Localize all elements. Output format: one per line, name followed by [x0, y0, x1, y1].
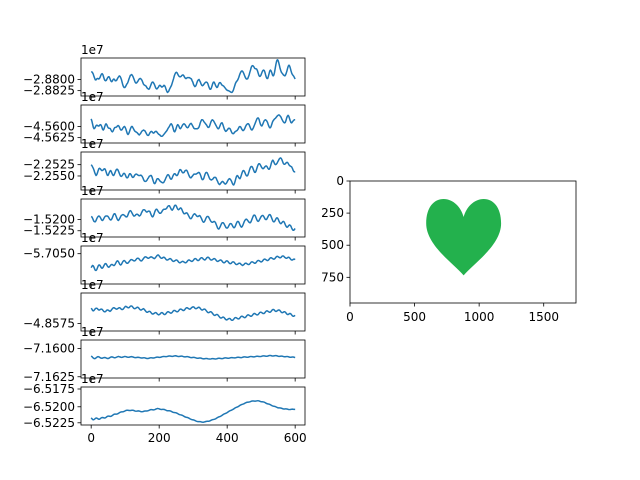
offset-text: 1e7 — [81, 231, 104, 245]
heart-y-tick-label: 250 — [321, 206, 344, 220]
stacked-line-panels: −2.8800−2.88251e7−4.5600−4.56251e7−2.252… — [23, 43, 307, 445]
panel-frame — [80, 339, 306, 379]
offset-text: 1e7 — [81, 43, 104, 57]
y-tick-label: −1.5225 — [23, 224, 75, 238]
y-tick-label: −5.7050 — [23, 247, 75, 261]
x-tick-label: 600 — [284, 431, 307, 445]
offset-text: 1e7 — [81, 278, 104, 292]
heart-y-tick-label: 0 — [336, 174, 344, 188]
line-panel-8: −6.5175 −6.5200 −6.5225 1e7 0 200 400 600 — [23, 372, 307, 445]
offset-text: 1e7 — [81, 325, 104, 339]
line-panel-4: −1.5200−1.5225 1e7 — [23, 184, 306, 241]
line-panel-5: −5.7050 1e7 — [23, 231, 306, 288]
y-tick-label: −2.8800 — [23, 72, 75, 86]
heart-x-tick-label: 1000 — [464, 310, 495, 324]
series-line — [90, 204, 296, 232]
series-line — [90, 254, 296, 272]
heart-x-tick-label: 500 — [403, 310, 426, 324]
line-panel-3: −2.2525−2.2550 1e7 — [23, 137, 306, 194]
offset-text: 1e7 — [81, 372, 104, 386]
heart-image-panel: 0 500 1000 1500 0 250 500 750 — [321, 174, 577, 324]
y-tick-label: −1.5200 — [23, 213, 75, 227]
panel-frame — [80, 104, 306, 144]
series-line — [90, 354, 296, 360]
heart-x-tick-label: 1500 — [528, 310, 559, 324]
line-panel-2: −4.5600−4.5625 1e7 — [23, 90, 306, 147]
y-tick-label: −6.5200 — [23, 400, 75, 414]
heart-shape — [426, 198, 502, 276]
panel-frame — [80, 386, 306, 426]
heart-panel-frame — [349, 180, 577, 304]
y-tick-label: −2.8825 — [23, 84, 75, 98]
y-tick-label: −4.8575 — [23, 316, 75, 330]
line-panel-7: −7.1600 −7.1625 1e7 — [23, 325, 306, 384]
heart-x-tick-label: 0 — [346, 310, 354, 324]
heart-y-tick-label: 500 — [321, 238, 344, 252]
line-panel-6: −4.8575 1e7 — [23, 278, 306, 335]
panel-frame — [80, 198, 306, 238]
x-tick-label: 0 — [87, 431, 95, 445]
panel-frame — [80, 57, 306, 97]
series-line — [91, 59, 296, 94]
y-tick-label: −4.5600 — [23, 119, 75, 133]
panel-frame — [80, 245, 306, 285]
series-line — [90, 157, 296, 186]
y-tick-label: −6.5225 — [23, 416, 75, 430]
offset-text: 1e7 — [81, 184, 104, 198]
series-line — [90, 305, 296, 322]
offset-text: 1e7 — [81, 137, 104, 151]
series-line — [90, 114, 296, 138]
heart-y-tick-label: 750 — [321, 270, 344, 284]
x-tick-label: 400 — [216, 431, 239, 445]
y-tick-label: −7.1625 — [23, 370, 75, 384]
y-tick-label: −7.1600 — [23, 341, 75, 355]
y-tick-label: −6.5175 — [23, 382, 75, 396]
x-tick-label: 200 — [148, 431, 171, 445]
offset-text: 1e7 — [81, 90, 104, 104]
panel-frame — [80, 151, 306, 191]
panel-frame — [80, 292, 306, 332]
line-panel-1: −2.8800−2.8825 1e7 — [23, 43, 306, 100]
series-line — [90, 399, 296, 423]
y-tick-label: −2.2550 — [23, 169, 75, 183]
y-tick-label: −4.5625 — [23, 131, 75, 145]
y-tick-label: −2.2525 — [23, 158, 75, 172]
